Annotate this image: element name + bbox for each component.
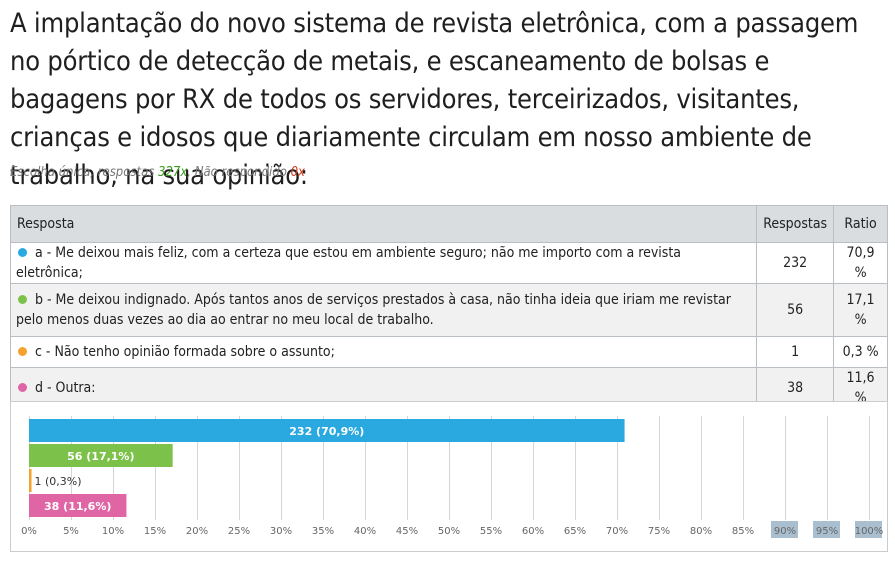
- answer-label: a - Me deixou mais feliz, com a certeza …: [16, 245, 681, 281]
- x-tick-label: 70%: [606, 526, 628, 537]
- bar-b: [29, 444, 173, 467]
- x-tick-label: 20%: [186, 526, 208, 537]
- answer-label: c - Não tenho opinião formada sobre o as…: [35, 344, 335, 360]
- x-tick-label: 10%: [102, 526, 124, 537]
- bullet-dot-icon: [18, 295, 27, 304]
- header-answer: Resposta: [9, 205, 758, 243]
- x-tick-label: 85%: [732, 526, 754, 537]
- answer-cell: b - Me deixou indignado. Após tantos ano…: [9, 283, 758, 337]
- answer-cell: c - Não tenho opinião formada sobre o as…: [9, 336, 758, 368]
- table-row: a - Me deixou mais feliz, com a certeza …: [9, 242, 888, 284]
- x-tick-label: 80%: [690, 526, 712, 537]
- answer-label: b - Me deixou indignado. Após tantos ano…: [16, 292, 731, 328]
- ratio-cell: 70,9 %: [833, 242, 888, 284]
- tick-highlight: [813, 521, 840, 538]
- x-tick-label: 65%: [564, 526, 586, 537]
- bar-data-label: 38 (11,6%): [44, 500, 111, 513]
- x-tick-label: 55%: [480, 526, 502, 537]
- ratio-cell: 17,1 %: [833, 283, 888, 337]
- question-meta: Escolha única, respostas 327x, Não respo…: [10, 165, 305, 180]
- responses-cell: 1: [756, 336, 835, 368]
- table-row: c - Não tenho opinião formada sobre o as…: [9, 336, 888, 368]
- header-ratio: Ratio: [833, 205, 888, 243]
- bar-data-label: 232 (70,9%): [289, 425, 364, 438]
- bar-a: [29, 419, 625, 442]
- responses-cell: 56: [756, 283, 835, 337]
- bar-c: [29, 469, 32, 492]
- header-responses: Respostas: [756, 205, 835, 243]
- x-tick-label: 0%: [21, 526, 37, 537]
- tick-highlight: [855, 521, 882, 538]
- unanswered-count: 0x: [290, 165, 305, 180]
- ratio-cell: 0,3 %: [833, 336, 888, 368]
- x-tick-label: 35%: [312, 526, 334, 537]
- x-tick-label: 100%: [855, 526, 884, 537]
- x-tick-label: 95%: [816, 526, 838, 537]
- x-tick-label: 60%: [522, 526, 544, 537]
- bullet-dot-icon: [18, 347, 27, 356]
- x-tick-label: 75%: [648, 526, 670, 537]
- meta-prefix: Escolha única, respostas: [10, 165, 159, 180]
- bar-data-label: 1 (0,3%): [35, 475, 82, 488]
- bullet-dot-icon: [18, 248, 27, 257]
- x-tick-label: 25%: [228, 526, 250, 537]
- tick-highlight: [771, 521, 798, 538]
- answer-cell: a - Me deixou mais feliz, com a certeza …: [9, 242, 758, 284]
- responses-cell: 232: [756, 242, 835, 284]
- answer-label: d - Outra:: [35, 380, 96, 396]
- chart-panel: 0% 5% 10% 15% 20% 25% 30% 35% 40% 45% 50% 55% 60% 65%…: [10, 401, 888, 552]
- bullet-dot-icon: [18, 383, 27, 392]
- table-row: b - Me deixou indignado. Após tantos ano…: [9, 283, 888, 337]
- x-tick-label: 90%: [774, 526, 796, 537]
- x-tick-label: 40%: [354, 526, 376, 537]
- meta-middle: , Não respondido: [187, 165, 291, 180]
- results-table: Resposta Respostas Ratio a - Me deixou m…: [9, 205, 888, 409]
- responses-count: 327x: [158, 165, 188, 180]
- x-tick-label: 15%: [144, 526, 166, 537]
- x-tick-label: 5%: [63, 526, 79, 537]
- table-header-row: Resposta Respostas Ratio: [9, 205, 888, 243]
- x-tick-label: 30%: [270, 526, 292, 537]
- bar-data-label: 56 (17,1%): [67, 450, 134, 463]
- bar-chart: 0% 5% 10% 15% 20% 25% 30% 35% 40% 45% 50% 55% 60% 65%…: [21, 416, 884, 538]
- bar-d: [29, 494, 127, 517]
- x-tick-label: 45%: [396, 526, 418, 537]
- question-title: A implantação do novo sistema de revista…: [10, 8, 859, 191]
- x-tick-label: 50%: [438, 526, 460, 537]
